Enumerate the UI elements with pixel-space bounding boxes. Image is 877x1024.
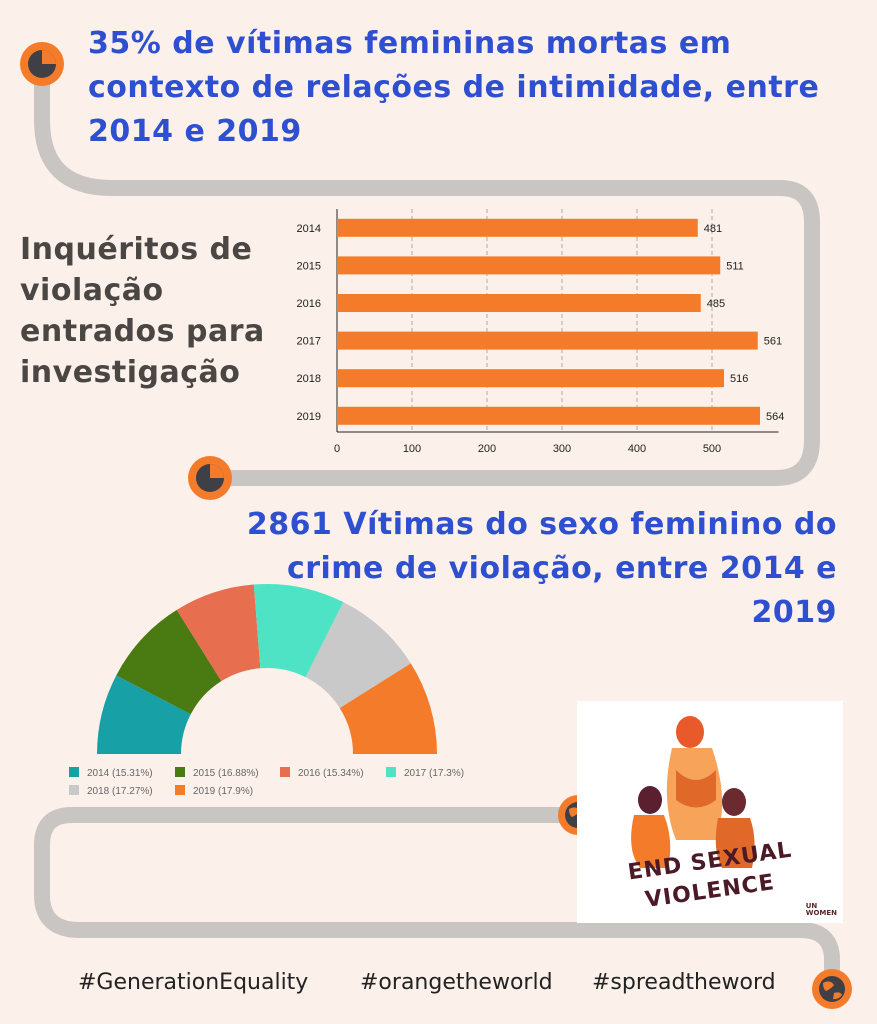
y-tick-label: 2015 xyxy=(297,260,321,272)
hashtag-orange-the-world[interactable]: #orangetheworld xyxy=(360,970,553,995)
bar-value-label: 481 xyxy=(704,223,722,235)
bar-2017 xyxy=(337,331,758,350)
legend-swatch xyxy=(69,767,79,777)
y-tick-label: 2014 xyxy=(297,223,321,235)
x-tick-label: 500 xyxy=(703,443,721,455)
decorative-path xyxy=(34,56,840,994)
bar-chart: 0 100 200 300 400 500 2014 481 2015 511 2016 485 201… xyxy=(297,209,784,455)
donut-slice-2015 xyxy=(116,609,222,715)
bar-2019 xyxy=(337,406,760,425)
bar-2014 xyxy=(337,218,698,237)
x-tick-label: 300 xyxy=(553,443,571,455)
donut-slice-2017 xyxy=(253,584,344,678)
legend-swatch xyxy=(175,785,185,795)
end-sexual-violence-illustration xyxy=(577,701,843,923)
bar-value-label: 516 xyxy=(730,373,748,385)
bar-2018 xyxy=(337,369,724,388)
donut-slice-2014 xyxy=(97,675,191,754)
bar-2015 xyxy=(337,256,721,275)
end-sexual-violence-logo: END SEXUAL VIOLENCE UN WOMEN xyxy=(577,701,843,923)
donut-slice-2016 xyxy=(176,584,261,682)
legend-swatch xyxy=(386,767,396,777)
legend-label: 2017 (17.3%) xyxy=(404,768,464,779)
legend-swatch xyxy=(69,785,79,795)
globe-icon xyxy=(812,969,852,1009)
legend-label: 2019 (17.9%) xyxy=(193,786,253,797)
legend-swatch xyxy=(280,767,290,777)
semi-donut-chart: 2014 (15.31%) 2015 (16.88%) 2016 (15.34%) 2… xyxy=(69,584,464,797)
pie-chart-icon xyxy=(188,456,232,500)
headline-rape-victims: 2861 Vítimas do sexo feminino do crime d… xyxy=(246,507,837,630)
legend-label: 2018 (17.27%) xyxy=(87,786,153,797)
x-tick-label: 400 xyxy=(628,443,646,455)
donut-slice-2018 xyxy=(305,602,411,709)
donut-slice-2019 xyxy=(339,663,438,754)
legend-label: 2015 (16.88%) xyxy=(193,768,259,779)
x-tick-label: 100 xyxy=(403,443,421,455)
bar-value-label: 561 xyxy=(764,336,782,348)
un-women-logo: UN WOMEN xyxy=(805,902,837,917)
y-tick-label: 2018 xyxy=(297,373,321,385)
legend-label: 2016 (15.34%) xyxy=(298,768,364,779)
pie-chart-icon xyxy=(20,42,64,86)
x-tick-label: 200 xyxy=(478,443,496,455)
hashtags: #GenerationEquality #orangetheworld #spr… xyxy=(0,970,877,1006)
legend-swatch xyxy=(175,767,185,777)
y-tick-label: 2016 xyxy=(297,298,321,310)
bar-value-label: 511 xyxy=(726,260,744,272)
y-tick-label: 2017 xyxy=(297,336,321,348)
hashtag-generation-equality[interactable]: #GenerationEquality xyxy=(78,970,309,995)
y-tick-label: 2019 xyxy=(297,411,321,423)
bar-value-label: 485 xyxy=(707,298,725,310)
x-tick-label: 0 xyxy=(334,443,340,455)
bar-value-label: 564 xyxy=(766,411,784,423)
bar-2016 xyxy=(337,294,701,312)
legend-label: 2014 (15.31%) xyxy=(87,768,153,779)
headline-femicide: 35% de vítimas femininas mortas em conte… xyxy=(88,26,820,149)
bar-chart-title: Inquéritos de violação entrados para inv… xyxy=(20,232,265,390)
hashtag-spread-the-word[interactable]: #spreadtheword xyxy=(592,970,776,995)
